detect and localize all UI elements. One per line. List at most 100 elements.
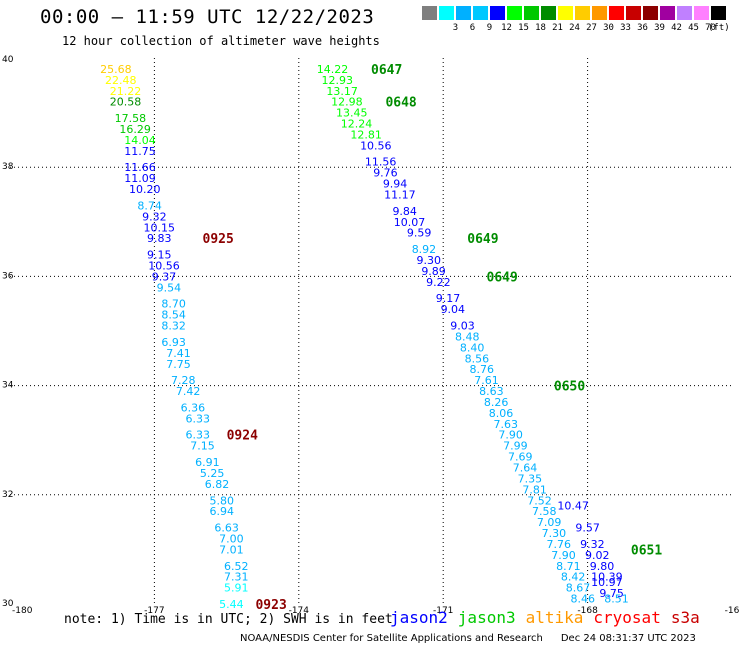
- swh-value-label: 8.40: [460, 341, 485, 354]
- swh-value-label: 9.59: [407, 227, 432, 240]
- swh-value-label: 7.76: [546, 538, 571, 551]
- x-tick-label: -16: [725, 606, 740, 616]
- y-tick-label: 38: [2, 162, 14, 172]
- swh-value-label: 11.66: [124, 161, 156, 174]
- swh-value-label: 12.93: [322, 74, 354, 87]
- swh-value-label: 5.44: [219, 598, 244, 611]
- scale-swatch: [711, 6, 726, 20]
- satellite-s3a: s3a: [670, 608, 700, 627]
- scale-swatch: [490, 6, 505, 20]
- satellite-jason2: jason2: [390, 608, 448, 627]
- swh-value-label: 9.84: [392, 205, 417, 218]
- swh-value-label: 14.22: [317, 63, 349, 76]
- swh-value-label: 7.31: [224, 571, 249, 584]
- swh-value-label: 6.33: [185, 412, 210, 425]
- units-note: note: 1) Time is in UTC; 2) SWH is in fe…: [64, 612, 393, 627]
- x-tick-label: -180: [12, 606, 33, 616]
- scale-label: 33: [620, 23, 631, 33]
- swh-value-label: 22.48: [105, 74, 137, 87]
- swh-value-label: 9.30: [417, 254, 442, 267]
- swh-value-label: 10.47: [557, 500, 589, 513]
- scale-swatch: [422, 6, 437, 20]
- x-tick-label: -177: [144, 606, 164, 616]
- swh-value-label: 21.22: [110, 85, 142, 98]
- swh-value-label: 5.80: [210, 494, 235, 507]
- scale-swatch: [575, 6, 590, 20]
- swh-value-label: 12.81: [350, 128, 382, 141]
- swh-value-label: 8.92: [412, 243, 437, 256]
- x-tick-label: -168: [577, 606, 598, 616]
- scale-label: 30: [603, 23, 614, 33]
- swh-value-label: 6.82: [205, 478, 230, 491]
- scale-swatch: [541, 6, 556, 20]
- scale-label: 39: [654, 23, 665, 33]
- generated-timestamp: Dec 24 08:31:37 UTC 2023: [560, 633, 696, 644]
- scale-swatch: [694, 6, 709, 20]
- scale-swatch: [677, 6, 692, 20]
- swh-value-label: 11.75: [124, 145, 156, 158]
- pass-time-label: 0648: [385, 96, 416, 111]
- swh-value-label: 10.97: [591, 576, 623, 589]
- swh-value-label: 9.76: [373, 167, 398, 180]
- swh-value-label: 9.02: [585, 549, 610, 562]
- swh-value-label: 7.64: [513, 462, 538, 475]
- scale-label: 21: [552, 23, 563, 33]
- scale-swatch: [473, 6, 488, 20]
- scale-label: 45: [688, 23, 699, 33]
- swh-value-label: 7.99: [503, 440, 528, 453]
- swh-value-label: 9.80: [590, 560, 615, 573]
- swh-value-label: 7.42: [176, 385, 201, 398]
- satellite-cryosat: cryosat: [593, 608, 661, 627]
- swh-value-label: 6.52: [224, 560, 249, 573]
- y-tick-label: 32: [2, 490, 13, 500]
- swh-value-label: 7.00: [219, 532, 244, 545]
- swh-value-label: 8.63: [479, 385, 504, 398]
- swh-value-label: 8.06: [489, 407, 514, 420]
- swh-value-label: 9.32: [580, 538, 605, 551]
- pass-time-label: 0650: [554, 380, 585, 395]
- swh-value-label: 8.76: [469, 363, 494, 376]
- pass-time-label: 0651: [631, 543, 662, 558]
- x-tick-label: -174: [289, 606, 310, 616]
- swh-value-label: 7.90: [551, 549, 576, 562]
- scale-label: 3: [452, 23, 459, 33]
- swh-value-label: 10.39: [591, 571, 623, 584]
- swh-value-label: 10.07: [394, 216, 426, 229]
- scale-unit: (ft): [708, 23, 730, 33]
- scale-swatch: [507, 6, 522, 20]
- pass-time-label: 0924: [227, 429, 258, 444]
- scale-swatch: [456, 6, 471, 20]
- swh-value-label: 7.41: [166, 347, 191, 360]
- swh-value-label: 14.04: [124, 134, 156, 147]
- scale-swatch: [609, 6, 624, 20]
- page-title: 00:00 – 11:59 UTC 12/22/2023: [40, 6, 375, 28]
- swh-value-label: 8.26: [484, 396, 509, 409]
- scale-swatch: [660, 6, 675, 20]
- swh-value-label: 7.15: [190, 440, 215, 453]
- swh-value-label: 8.46: [571, 593, 596, 606]
- x-tick-label: -171: [433, 606, 453, 616]
- swh-value-label: 7.69: [508, 451, 533, 464]
- swh-value-label: 8.54: [161, 309, 186, 322]
- swh-value-label: 7.30: [542, 527, 567, 540]
- swh-value-label: 6.94: [210, 505, 235, 518]
- swh-value-label: 9.57: [575, 522, 600, 535]
- swh-value-label: 7.28: [171, 374, 196, 387]
- scale-swatch: [558, 6, 573, 20]
- swh-value-label: 9.94: [383, 178, 408, 191]
- swh-value-label: 7.35: [518, 472, 543, 485]
- footer-credit: NOAA/NESDIS Center for Satellite Applica…: [240, 633, 696, 644]
- swh-value-label: 8.56: [465, 352, 490, 365]
- swh-value-label: 10.56: [148, 259, 180, 272]
- swh-value-label: 5.91: [224, 582, 249, 595]
- page-subtitle: 12 hour collection of altimeter wave hei…: [62, 34, 380, 48]
- swh-value-label: 9.37: [152, 270, 177, 283]
- swh-value-label: 6.33: [185, 429, 210, 442]
- swh-value-label: 9.22: [426, 276, 451, 289]
- scale-label: 70: [705, 23, 716, 33]
- swh-value-label: 9.32: [142, 210, 167, 223]
- satellite-legend: jason2 jason3 altika cryosat s3a: [390, 608, 710, 627]
- swh-value-label: 12.98: [331, 96, 363, 109]
- swh-value-label: 8.67: [566, 582, 591, 595]
